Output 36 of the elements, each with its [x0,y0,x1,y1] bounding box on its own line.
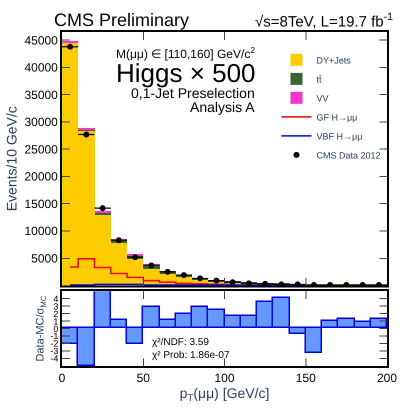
x-tick-label: 150 [296,371,316,386]
x-tick-label: 200 [376,371,398,386]
y-tick-label: 10000 [24,224,58,238]
chart-title: CMS Preliminary [54,10,190,30]
y-tick-label: 3 [53,301,58,312]
y-tick-label: 40000 [24,60,58,75]
y-axis-title: Events/10 GeV/c [4,106,20,212]
annotation: Analysis A [190,99,256,115]
y-tick-label: 4 [53,294,58,304]
legend-label: tt̄ [316,74,322,84]
chart-subtitle: √s=8TeV, L=19.7 fb$^{-1}$ [255,11,394,30]
y-tick-label: -3 [50,346,58,356]
annotation: M(μμ) ∈ [110,160] GeV/c$^{2}$ [116,45,256,62]
annotation: χ²/NDF: 3.59 [152,337,210,348]
annotation: χ² Prob: 1.86e-07 [152,350,230,361]
y-tick-label: 35000 [24,88,58,102]
y-tick-label: 1 [53,316,58,326]
y-tick-label: 5000 [31,251,58,266]
y-tick-label: 0 [53,324,58,334]
legend-label: VV [316,93,329,104]
legend-label: CMS Data 2012 [316,150,381,160]
x-axis-title: p$_{T}$(μμ) [GeV/c] [180,385,270,404]
legend-label: GF H→μμ [316,112,358,122]
y-tick-label: 15000 [24,196,58,211]
y-tick-label: 25000 [24,142,58,156]
legend-label: DY+Jets [316,55,352,66]
x-tick-label: 50 [136,371,150,386]
y-tick-label: 45000 [24,33,58,48]
legend-label: VBF H→μμ [316,131,362,142]
y-tick-label: 30000 [24,115,58,130]
y-tick-label: -1 [50,331,58,342]
y-tick-label: -2 [50,338,58,349]
y-tick-label: -4 [50,354,58,364]
x-tick-label: 100 [214,371,235,386]
y-tick-label: 20000 [24,170,58,184]
y-tick-label: 2 [53,308,58,319]
